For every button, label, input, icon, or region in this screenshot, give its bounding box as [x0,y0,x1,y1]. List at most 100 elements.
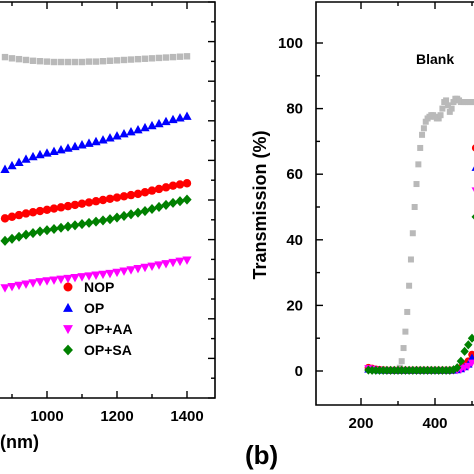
panel-a-point [176,53,184,60]
panel-a-point [182,179,192,188]
panel-b-point [411,204,418,210]
panel-a-point [141,55,149,62]
panel-b-label: (b) [245,440,278,470]
panel-a-point [168,181,178,190]
panel-b-point [471,166,474,171]
panel-a-point [42,225,52,236]
panel-b-series-0 [395,95,474,374]
panel-a-xtick-label: 1200 [100,408,133,425]
panel-a-point [154,201,164,212]
panel-a-point [112,268,122,278]
panel-a-point [154,261,164,270]
panel-b-point [404,308,411,315]
panel-a-point [175,113,185,122]
panel-a-point [14,210,24,220]
panel-a-point [21,154,31,163]
panel-a-point [134,55,142,63]
panel-b-point [435,115,442,122]
panel-a-point [91,216,101,227]
panel-b-ylabel: Transmission (%) [250,130,270,279]
panel-b-point [407,256,414,263]
panel-a-xtick-label: 1000 [30,408,63,425]
panel-a-point [57,58,65,66]
panel-a-point [28,279,38,288]
panel-b-point [450,99,457,106]
panel-a-legend-marker [63,344,73,356]
panel-b-xtick-label: 200 [348,415,373,432]
panel-b-point [445,365,454,375]
panel-a-point [56,144,66,154]
panel-b-point [400,345,407,352]
panel-a-point [140,205,150,217]
panel-a-point [84,198,94,207]
panel-a-legend-marker [63,302,73,312]
panel-a-point [162,54,170,61]
panel-a-legend-marker [63,325,73,335]
panel-a-point [0,164,10,173]
panel-a-point [77,199,87,208]
panel-a-point [85,58,93,65]
panel-a-point [70,200,80,210]
panel-a-point [133,189,143,199]
panel-a-point [161,116,171,126]
panel-a-point [28,208,38,217]
panel-a-point [56,275,66,285]
panel-a-series-2 [0,111,192,173]
panel-b-series-3 [364,187,474,375]
panel-b-point [398,358,405,365]
panel-a-point [70,141,80,151]
panel-b-point [470,99,474,106]
panel-a-point [1,53,9,61]
panel-b-point [448,105,455,112]
panel-b-point [464,340,473,350]
panel-b-ytick-label: 20 [286,297,303,314]
panel-a-point [119,210,129,221]
panel-b-ytick-label: 80 [286,101,303,118]
panel-a-point [63,143,73,152]
panel-a-point [70,220,80,231]
panel-a-point [126,126,136,136]
panel-b-point [467,353,474,362]
panel-b-point [413,181,420,188]
panel-a-point [84,217,94,228]
panel-a-point [7,160,17,170]
panel-b-series-1 [364,144,474,375]
panel-b-point [406,282,413,289]
panel-a-marks [0,53,192,293]
panel-b-point [419,131,426,138]
panel-a-point [56,222,66,233]
panel-a-legend-marker [63,282,73,292]
panel-b-ytick-label: 60 [286,166,303,183]
panel-a-point [36,57,44,65]
panel-b-point [415,161,422,168]
panel-a-ticks: 1000 1200 1400 [11,1,215,425]
panel-a-point [148,55,156,62]
panel-b: 0 20 40 60 80 100 200 400 Transmission (%) Blan… [245,1,474,470]
panel-a-point [161,260,171,269]
panel-a-legend-label: OP+AA [84,321,133,337]
panel-a-point [105,194,115,203]
panel-b-point [409,230,416,237]
panel-a-point [35,206,45,216]
panel-a-point [50,58,58,66]
panel-b-point [402,328,409,335]
panel-a-point [140,122,150,132]
panel-b-ytick-label: 0 [295,363,303,380]
panel-a-point [63,221,73,232]
panel-b-ticks: 0 20 40 60 80 100 200 400 [278,2,473,432]
panel-a-point [7,212,17,221]
panel-b-point [472,99,474,106]
panel-b-point [471,144,474,152]
panel-a-point [161,183,171,192]
panel-a-point [168,114,178,124]
panel-a-point [14,281,24,291]
panel-b-point [439,105,446,112]
panel-a-point [71,58,79,66]
panel-a-point [113,57,121,64]
panel-b-point [446,108,453,115]
panel-a-point [63,274,73,284]
panel-a-legend-label: NOP [84,279,114,295]
panel-b-point [471,187,474,192]
panel-a-point [98,135,108,144]
